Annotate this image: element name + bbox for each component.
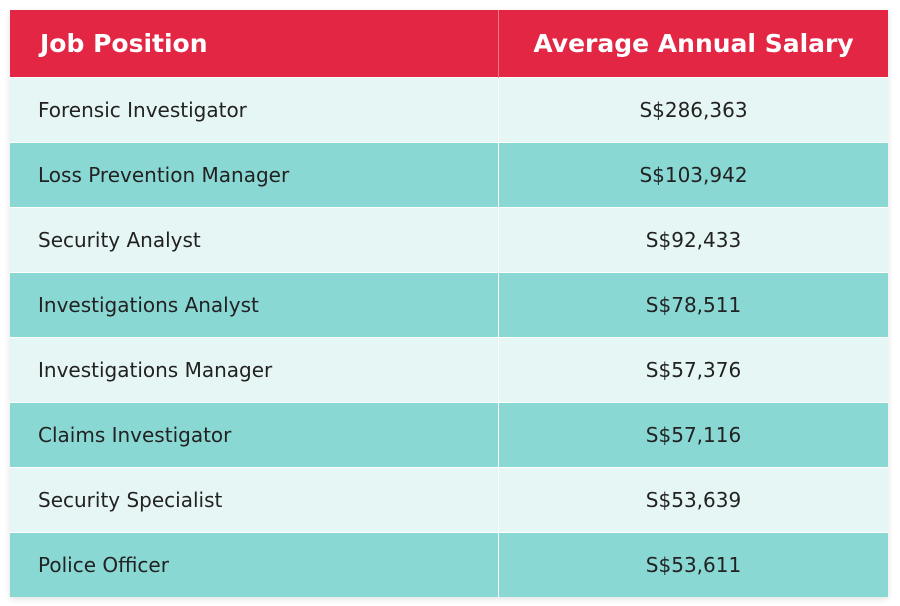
table-row: Loss Prevention Manager S$103,942 (10, 142, 888, 208)
position-cell: Investigations Manager (10, 337, 499, 403)
salary-cell: S$103,942 (498, 142, 888, 208)
position-cell: Police Officer (10, 532, 499, 597)
table: Job Position Average Annual Salary Foren… (10, 10, 888, 597)
position-cell: Security Specialist (10, 467, 499, 533)
table-row: Police Officer S$53,611 (10, 532, 888, 597)
salary-cell: S$92,433 (498, 207, 888, 273)
table-row: Investigations Manager S$57,376 (10, 337, 888, 403)
position-cell: Forensic Investigator (10, 77, 499, 143)
table-row: Claims Investigator S$57,116 (10, 402, 888, 468)
table-row: Security Specialist S$53,639 (10, 467, 888, 533)
table-row: Security Analyst S$92,433 (10, 207, 888, 273)
header-cell: Average Annual Salary (498, 10, 888, 78)
header-row: Job Position Average Annual Salary (10, 10, 888, 78)
salary-cell: S$53,611 (498, 532, 888, 597)
position-cell: Investigations Analyst (10, 272, 499, 338)
table-row: Investigations Analyst S$78,511 (10, 272, 888, 338)
salary-cell: S$78,511 (498, 272, 888, 338)
salary-cell: S$57,376 (498, 337, 888, 403)
position-cell: Loss Prevention Manager (10, 142, 499, 208)
salary-cell: S$286,363 (498, 77, 888, 143)
salary-table: Job Position Average Annual Salary Foren… (10, 10, 888, 597)
position-cell: Security Analyst (10, 207, 499, 273)
header-cell: Job Position (10, 10, 499, 78)
table-row: Forensic Investigator S$286,363 (10, 77, 888, 143)
position-cell: Claims Investigator (10, 402, 499, 468)
salary-cell: S$57,116 (498, 402, 888, 468)
salary-cell: S$53,639 (498, 467, 888, 533)
